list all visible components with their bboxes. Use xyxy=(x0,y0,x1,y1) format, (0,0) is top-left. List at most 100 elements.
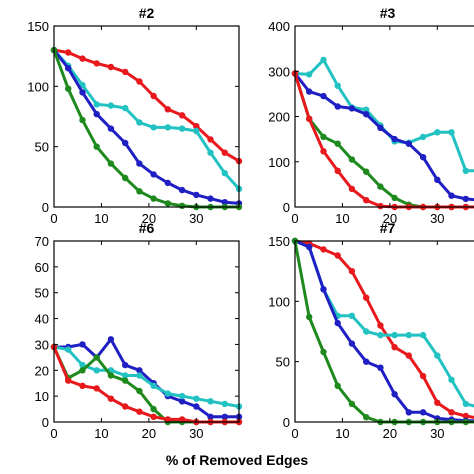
data-point-blue xyxy=(306,88,313,95)
plot-frame xyxy=(294,25,474,208)
data-point-green xyxy=(306,313,313,321)
data-point-red xyxy=(178,416,186,423)
data-point-cyan xyxy=(136,119,143,126)
y-tick-label: 400 xyxy=(268,19,290,34)
data-point-green xyxy=(334,140,341,147)
data-point-red xyxy=(93,60,100,67)
data-point-red xyxy=(107,395,115,402)
data-point-red xyxy=(79,382,86,389)
x-axis-label: % of Removed Edges xyxy=(165,452,309,468)
data-point-green xyxy=(79,116,86,124)
data-point-cyan xyxy=(320,56,327,64)
series-group xyxy=(50,46,243,211)
data-point-red xyxy=(363,197,370,204)
y-tick-label: 100 xyxy=(268,155,290,170)
y-tick-label: 70 xyxy=(35,234,49,249)
data-point-blue xyxy=(79,341,86,348)
data-point-red xyxy=(136,408,143,415)
data-point-cyan xyxy=(79,81,86,89)
data-point-green xyxy=(65,85,72,92)
y-tick-label: 100 xyxy=(27,79,49,94)
y-tick-label: 0 xyxy=(42,200,49,215)
data-point-green xyxy=(136,387,143,395)
data-point-red xyxy=(363,294,370,301)
y-tick-label: 0 xyxy=(283,415,290,430)
data-point-blue xyxy=(93,110,100,118)
data-point-blue xyxy=(207,413,214,420)
data-point-cyan xyxy=(462,400,469,408)
data-point-red xyxy=(221,149,228,156)
data-point-blue xyxy=(348,105,356,112)
series-line-blue xyxy=(54,337,239,419)
data-point-green xyxy=(122,174,129,182)
data-point-blue xyxy=(419,154,427,161)
data-point-blue xyxy=(193,191,200,199)
series-line-cyan xyxy=(294,239,474,408)
data-point-blue xyxy=(448,192,455,199)
data-point-blue xyxy=(462,195,469,203)
y-tick-label: 20 xyxy=(35,363,49,378)
x-tick-label: 0 xyxy=(291,211,298,226)
y-tick-label: 0 xyxy=(283,200,290,215)
data-point-green xyxy=(164,200,171,207)
data-point-red xyxy=(65,49,72,56)
data-point-red xyxy=(164,106,171,113)
data-point-cyan xyxy=(178,125,186,132)
data-point-red xyxy=(434,399,441,406)
data-point-blue xyxy=(320,286,327,293)
data-point-red xyxy=(107,63,115,71)
y-tick-label: 40 xyxy=(35,312,49,327)
series-group xyxy=(291,56,474,211)
y-tick-label: 100 xyxy=(268,294,290,309)
data-point-cyan xyxy=(448,376,455,383)
data-point-green xyxy=(391,194,398,202)
data-point-cyan xyxy=(434,129,441,136)
panel-2: 0 100 200 300 400 0 10 20 30 #3 xyxy=(268,5,474,226)
series-line-red xyxy=(294,239,474,419)
x-tick-label: 10 xyxy=(94,211,108,226)
data-point-green xyxy=(363,414,370,421)
panel-title: #3 xyxy=(380,5,396,21)
data-point-cyan xyxy=(193,395,200,402)
data-point-green xyxy=(150,195,157,202)
data-point-blue xyxy=(405,409,412,416)
data-point-cyan xyxy=(434,352,441,359)
data-point-cyan xyxy=(405,331,412,339)
x-tick-label: 20 xyxy=(383,211,397,226)
data-point-red xyxy=(122,68,129,76)
data-point-cyan xyxy=(79,361,86,369)
plot-frame xyxy=(53,240,240,423)
data-point-cyan xyxy=(122,104,129,112)
data-point-green xyxy=(377,183,384,190)
data-point-cyan xyxy=(377,331,384,339)
data-point-green xyxy=(348,156,356,163)
data-point-cyan xyxy=(93,367,100,374)
data-point-red xyxy=(334,252,341,259)
data-point-cyan xyxy=(164,390,171,397)
data-point-green xyxy=(93,143,100,150)
data-point-cyan xyxy=(136,372,143,379)
y-tick-label: 30 xyxy=(35,337,49,352)
data-point-blue xyxy=(419,409,427,416)
data-point-cyan xyxy=(363,106,370,113)
panel-title: #6 xyxy=(139,220,155,236)
x-tick-label: 10 xyxy=(335,211,349,226)
data-point-blue xyxy=(122,139,129,147)
data-point-blue xyxy=(136,367,143,374)
data-point-cyan xyxy=(391,331,398,339)
data-point-blue xyxy=(178,398,186,405)
x-tick-label: 0 xyxy=(291,426,298,441)
data-point-red xyxy=(348,185,356,193)
data-point-red xyxy=(178,112,186,119)
series-line-cyan xyxy=(294,58,474,173)
data-point-green xyxy=(348,400,356,408)
x-tick-label: 10 xyxy=(94,426,108,441)
data-point-cyan xyxy=(107,102,115,109)
data-point-red xyxy=(122,403,129,410)
data-point-blue xyxy=(348,340,356,347)
data-point-blue xyxy=(221,199,228,206)
data-point-red xyxy=(65,377,72,384)
x-tick-label: 30 xyxy=(189,426,203,441)
data-point-cyan xyxy=(221,170,228,177)
